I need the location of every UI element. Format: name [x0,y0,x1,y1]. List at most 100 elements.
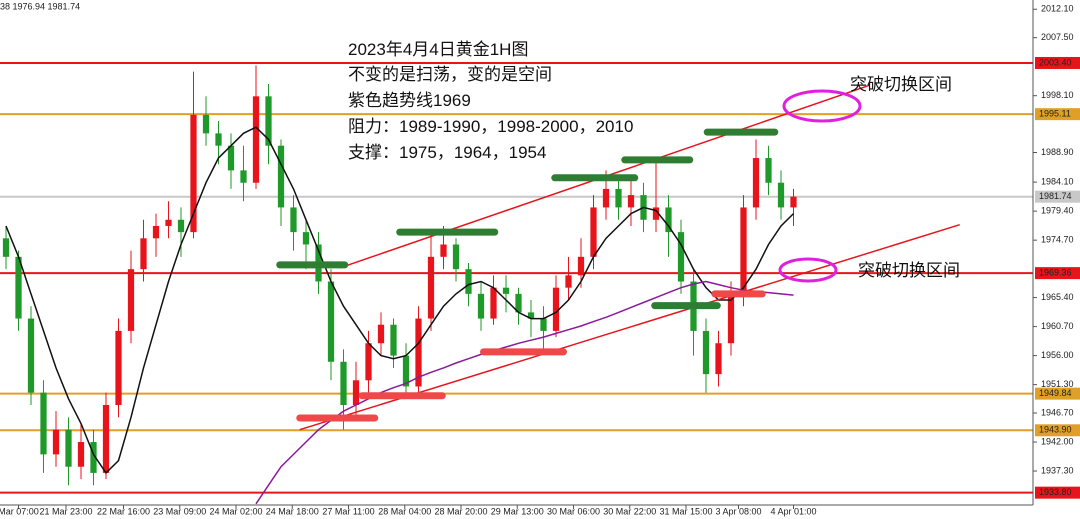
note: 阻力：1989-1990，1998-2000，2010 [348,117,633,136]
y-tick-label: 2007.50 [1041,32,1074,42]
candle-body [277,145,285,208]
y-tick-label: 2012.10 [1041,4,1074,14]
price-level-box [1035,190,1080,203]
candle-body [215,133,222,146]
candle-body [727,293,735,344]
candle-body [302,232,310,245]
candle-body [765,158,772,183]
price-level-label: 1981.74 [1039,191,1072,201]
y-tick-label: 1979.40 [1041,206,1074,216]
x-tick-label: 24 Mar 02:00 [209,506,262,516]
candle-body [90,442,97,473]
candle-body [365,343,372,381]
candle-body [565,275,572,288]
x-tick-label: 4 Apr 01:00 [770,506,816,516]
x-tick-label: 23 Mar 09:00 [153,506,206,516]
x-tick-label: Mar 07:00 [0,506,39,516]
candle-body [415,318,422,387]
y-tick-label: 1951.30 [1041,379,1074,389]
candle-body [327,281,335,362]
highlight-ellipse [782,89,862,123]
candle-body [790,196,797,208]
candle-body [352,380,360,405]
moving-average-line [255,280,794,505]
candle-body [452,244,460,270]
price-level-box [1035,267,1080,280]
candle-body [752,158,760,208]
price-level-label: 2003.40 [1039,57,1072,67]
candle-body [252,96,260,183]
candle-body [602,188,610,208]
candle-body [265,96,272,146]
x-tick-label: 21 Mar 23:00 [39,506,92,516]
candle-body [190,114,197,233]
candle-body [227,145,235,171]
y-tick-label: 1965.40 [1041,292,1074,302]
candle-body [527,312,535,319]
x-tick-label: 28 Mar 20:00 [434,506,487,516]
note: 紫色趋势线1969 [348,91,471,110]
x-tick-label: 29 Mar 13:00 [491,506,544,516]
candle-body [52,429,60,455]
candle-body [390,324,397,356]
price-level-box [1035,424,1080,437]
ohlc-info: 38 1976.94 1981.74 [0,1,80,11]
candle-body [240,170,247,183]
x-tick-label: 3 Apr 08:00 [715,506,761,516]
price-level-box [1035,486,1080,499]
y-tick-label: 1984.10 [1041,176,1074,186]
candle-body [65,429,72,467]
candle-body [740,207,747,294]
x-tick-label: 27 Mar 11:00 [322,506,374,516]
annotation: 突破切换区间 [858,261,960,280]
price-level-box [1035,56,1080,69]
moving-average-line [5,126,795,475]
plot-area [0,61,1033,505]
candle-body [577,256,585,276]
candle-body [615,188,622,208]
candle-body [115,330,122,405]
x-tick-label: 24 Mar 18:00 [266,506,319,516]
candle-body [490,287,497,319]
candle-body [152,225,160,239]
highlight-ellipse [778,257,838,283]
candle-body [77,442,85,467]
candle-body [677,232,685,282]
candle-body [652,207,660,220]
candle-body [465,269,472,294]
candle-body [140,238,147,270]
candle-body [590,207,597,257]
price-level-label: 1943.90 [1039,425,1072,435]
note: 支撑：1975，1964，1954 [348,143,546,162]
candle-body [177,219,185,233]
candle-body [102,404,110,473]
x-tick-label: 28 Mar 04:00 [378,506,431,516]
candle-body [165,219,172,226]
price-level-box [1035,108,1080,121]
x-tick-label: 31 Mar 15:00 [659,506,712,516]
annotation: 突破切换区间 [850,75,952,94]
x-tick-label: 30 Mar 22:00 [603,506,656,516]
candle-body [502,287,510,294]
x-tick-label: 22 Mar 16:00 [97,506,150,516]
y-tick-label: 1946.70 [1041,407,1074,417]
candle-body [27,318,35,393]
y-tick-label: 1956.00 [1041,350,1074,360]
candle-body [552,287,560,331]
candle-body [777,182,785,208]
candle-body [515,293,522,313]
candle-body [2,238,10,257]
candle-body [377,324,385,344]
y-tick-label: 1942.00 [1041,436,1074,446]
candle-body [202,114,210,134]
candle-body [402,355,410,387]
price-level-box [1035,387,1080,400]
price-level-label: 1995.11 [1039,109,1071,119]
candle-body [427,256,435,319]
y-tick-label: 1974.70 [1041,235,1074,245]
candle-body [15,256,22,319]
y-tick-label: 1960.70 [1041,321,1074,331]
price-level-label: 1933.80 [1039,487,1072,497]
price-level-label: 1969.36 [1039,267,1072,277]
